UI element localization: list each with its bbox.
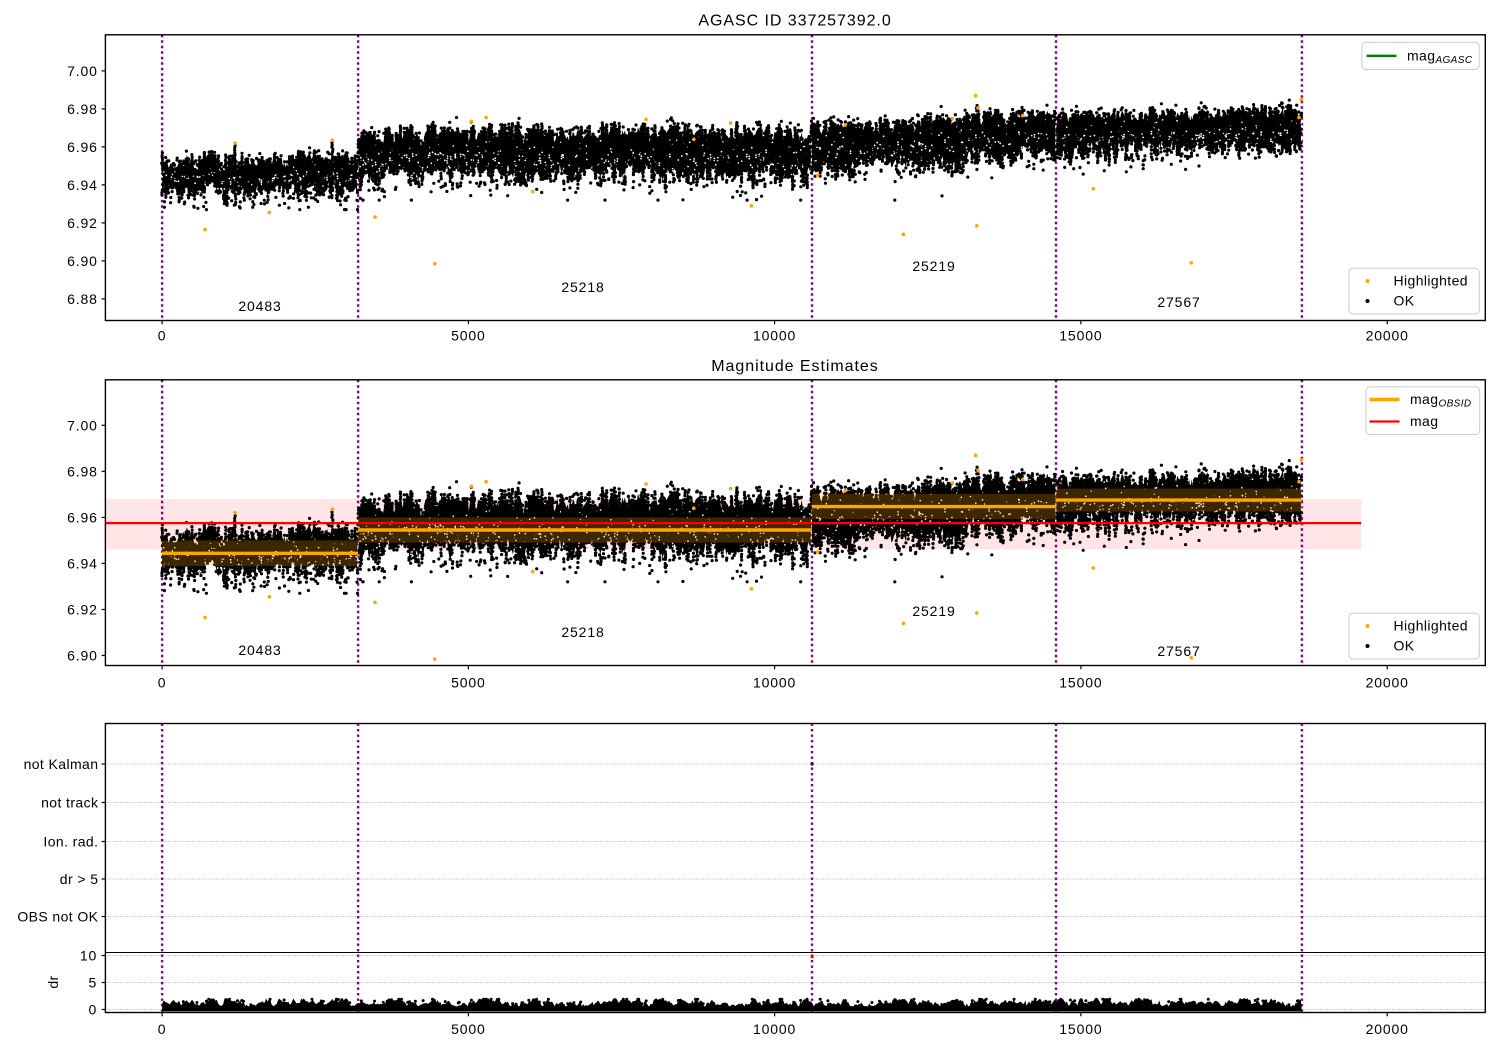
svg-text:6.90: 6.90 bbox=[67, 648, 98, 664]
svg-text:OK: OK bbox=[1394, 293, 1415, 309]
svg-text:7.00: 7.00 bbox=[67, 417, 98, 433]
svg-text:27567: 27567 bbox=[1157, 643, 1200, 659]
svg-text:10000: 10000 bbox=[753, 1021, 796, 1037]
svg-text:27567: 27567 bbox=[1157, 294, 1200, 310]
svg-text:6.88: 6.88 bbox=[67, 291, 98, 307]
svg-text:0: 0 bbox=[158, 1021, 167, 1037]
svg-text:25218: 25218 bbox=[561, 624, 604, 640]
svg-text:15000: 15000 bbox=[1059, 675, 1102, 691]
svg-text:OK: OK bbox=[1394, 638, 1415, 654]
svg-text:5: 5 bbox=[89, 975, 98, 991]
svg-text:6.94: 6.94 bbox=[67, 555, 98, 571]
svg-text:10000: 10000 bbox=[753, 675, 796, 691]
svg-text:mag: mag bbox=[1410, 413, 1438, 429]
svg-text:dr > 5: dr > 5 bbox=[60, 871, 99, 887]
svg-text:6.92: 6.92 bbox=[67, 602, 98, 618]
svg-text:5000: 5000 bbox=[451, 328, 486, 344]
svg-text:6.92: 6.92 bbox=[67, 215, 98, 231]
svg-text:6.96: 6.96 bbox=[67, 139, 98, 155]
svg-text:OBS not OK: OBS not OK bbox=[17, 909, 98, 925]
svg-text:20000: 20000 bbox=[1366, 328, 1409, 344]
svg-text:not Kalman: not Kalman bbox=[24, 756, 99, 772]
svg-text:20483: 20483 bbox=[238, 642, 281, 658]
svg-text:5000: 5000 bbox=[451, 675, 486, 691]
svg-text:15000: 15000 bbox=[1059, 1021, 1102, 1037]
svg-text:6.98: 6.98 bbox=[67, 101, 98, 117]
svg-text:25219: 25219 bbox=[912, 603, 955, 619]
svg-text:15000: 15000 bbox=[1059, 328, 1102, 344]
svg-text:20000: 20000 bbox=[1366, 1021, 1409, 1037]
svg-text:10: 10 bbox=[80, 948, 97, 964]
svg-text:20000: 20000 bbox=[1366, 675, 1409, 691]
svg-text:0: 0 bbox=[89, 1002, 98, 1018]
svg-text:dr: dr bbox=[45, 975, 61, 988]
svg-text:10000: 10000 bbox=[753, 328, 796, 344]
svg-text:6.94: 6.94 bbox=[67, 177, 98, 193]
svg-text:Magnitude Estimates: Magnitude Estimates bbox=[711, 358, 878, 375]
svg-text:6.90: 6.90 bbox=[67, 253, 98, 269]
svg-text:Highlighted: Highlighted bbox=[1394, 273, 1468, 289]
svg-text:AGASC ID 337257392.0: AGASC ID 337257392.0 bbox=[698, 13, 891, 30]
svg-text:5000: 5000 bbox=[451, 1021, 486, 1037]
svg-text:not track: not track bbox=[41, 795, 99, 811]
svg-text:0: 0 bbox=[158, 328, 167, 344]
svg-text:25219: 25219 bbox=[912, 258, 955, 274]
svg-text:6.96: 6.96 bbox=[67, 509, 98, 525]
svg-text:Ion. rad.: Ion. rad. bbox=[43, 834, 98, 850]
svg-text:7.00: 7.00 bbox=[67, 63, 98, 79]
svg-text:Highlighted: Highlighted bbox=[1394, 618, 1468, 634]
svg-text:25218: 25218 bbox=[561, 279, 604, 295]
svg-text:20483: 20483 bbox=[238, 298, 281, 314]
svg-text:6.98: 6.98 bbox=[67, 463, 98, 479]
svg-text:0: 0 bbox=[158, 675, 167, 691]
